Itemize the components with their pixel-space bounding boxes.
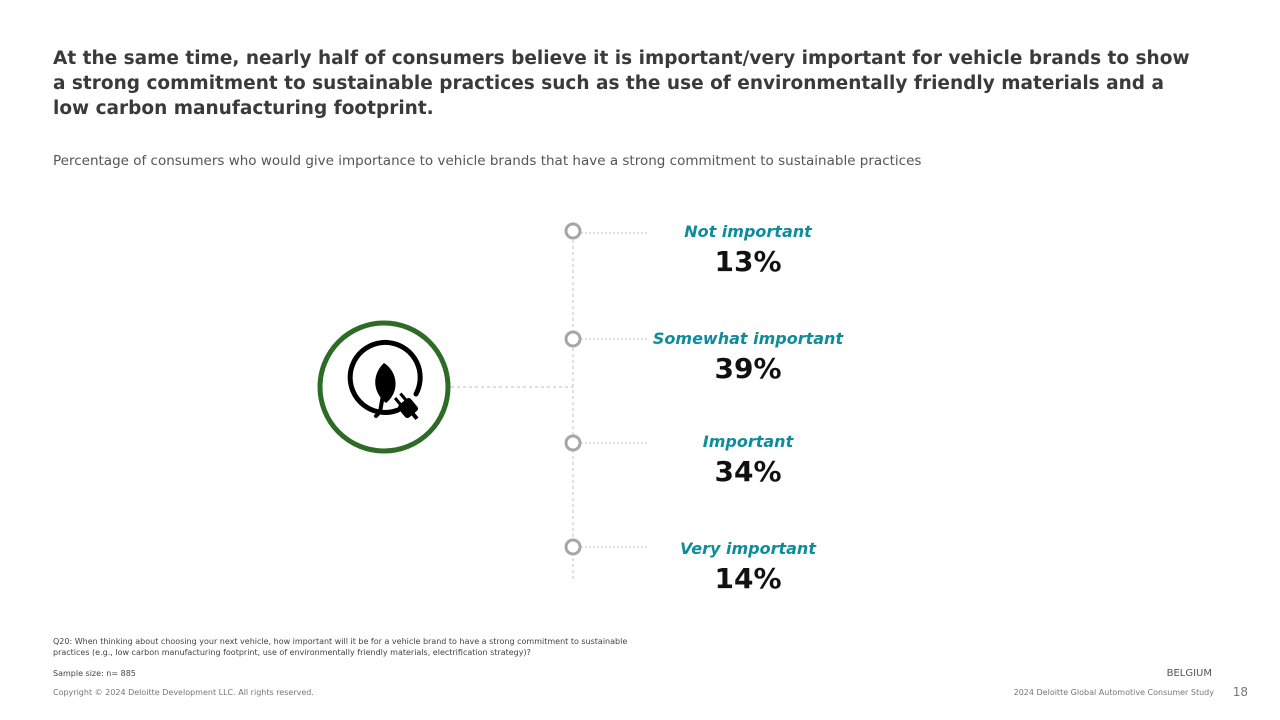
category-very-important: Very important 14% [618, 539, 878, 595]
question-footnote: Q20: When thinking about choosing your n… [53, 637, 628, 657]
country-label: BELGIUM [1166, 668, 1212, 679]
timeline-marker [564, 434, 582, 452]
category-label: Somewhat important [652, 329, 844, 348]
headline: At the same time, nearly half of consume… [53, 48, 1190, 119]
subtitle: Percentage of consumers who would give i… [53, 153, 922, 169]
category-value: 14% [714, 562, 782, 595]
category-important: Important 34% [618, 432, 878, 488]
copyright: Copyright © 2024 Deloitte Development LL… [53, 688, 314, 697]
timeline-marker [564, 222, 582, 240]
timeline-marker [564, 538, 582, 556]
sample-size: Sample size: n= 885 [53, 669, 136, 678]
category-value: 34% [714, 455, 782, 488]
timeline-marker [564, 330, 582, 348]
category-label: Not important [684, 222, 812, 241]
category-value: 13% [714, 245, 782, 278]
study-name: 2024 Deloitte Global Automotive Consumer… [1013, 688, 1214, 697]
category-label: Very important [680, 539, 816, 558]
category-somewhat-important: Somewhat important 39% [618, 329, 878, 385]
leaf-plug-icon [317, 320, 451, 454]
category-not-important: Not important 13% [618, 222, 878, 278]
category-value: 39% [714, 352, 782, 385]
page-number: 18 [1232, 685, 1248, 699]
category-label: Important [702, 432, 794, 451]
